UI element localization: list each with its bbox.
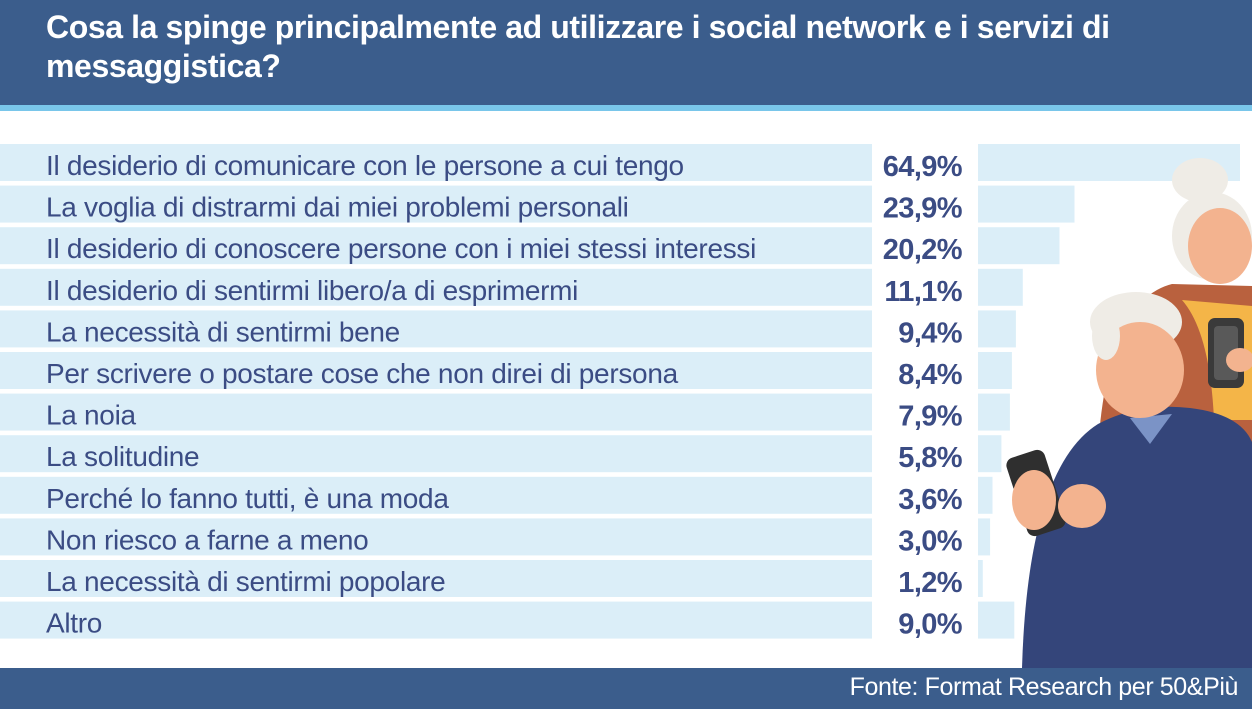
value-label: 9,0% [898, 609, 963, 641]
value-label: 1,2% [898, 567, 963, 599]
row-band [0, 601, 872, 639]
row-bands [0, 144, 872, 639]
value-label: 20,2% [883, 234, 963, 266]
bar [978, 352, 1012, 389]
bar [978, 476, 993, 514]
row-band [0, 268, 872, 306]
elderly-couple-illustration [1006, 158, 1252, 668]
category-label: Altro [46, 608, 102, 639]
row-band [0, 435, 872, 473]
chart-title: Cosa la spinge principalmente ad utilizz… [46, 9, 1110, 84]
bar [978, 518, 991, 556]
bar [978, 185, 1075, 223]
row-band [0, 352, 872, 389]
value-label: 8,4% [898, 359, 963, 391]
source-note: Fonte: Format Research per 50&Più [849, 673, 1239, 701]
category-label: Per scrivere o postare cose che non dire… [46, 358, 679, 389]
row-band [0, 476, 872, 514]
category-label: La necessità di sentirmi bene [46, 316, 400, 347]
row-band [0, 185, 872, 223]
value-label: 7,9% [898, 401, 963, 433]
bar [978, 393, 1010, 431]
value-label: 23,9% [883, 193, 963, 225]
value-label: 9,4% [898, 317, 963, 349]
row-band [0, 227, 872, 265]
bar [978, 310, 1016, 348]
row-band [0, 560, 872, 597]
bar [978, 601, 1015, 639]
category-label: Il desiderio di comunicare con le person… [46, 150, 684, 181]
category-label: La necessità di sentirmi popolare [46, 566, 445, 597]
row-band [0, 144, 872, 181]
row-band [0, 393, 872, 431]
category-label: La noia [46, 400, 136, 431]
value-label: 3,6% [898, 484, 963, 516]
category-label: Il desiderio di conoscere persone con i … [46, 233, 756, 264]
category-label: Perché lo fanno tutti, è una moda [46, 483, 449, 514]
footer-band: Fonte: Format Research per 50&Più [0, 668, 1252, 709]
category-label: Non riesco a farne a meno [46, 524, 368, 555]
value-labels: 64,9% 23,9% 20,2% 11,1% 9,4% 8,4% 7,9% 5,8% 3,6%… [883, 151, 964, 641]
value-label: 3,0% [898, 525, 963, 557]
bar [978, 560, 983, 597]
category-label: La solitudine [46, 441, 199, 472]
value-label: 11,1% [884, 276, 962, 308]
row-band [0, 518, 872, 556]
bar [978, 435, 1002, 473]
header-band: Cosa la spinge principalmente ad utilizz… [0, 0, 1252, 111]
bar [978, 268, 1023, 306]
category-label: La voglia di distrarmi dai miei problemi… [46, 192, 629, 223]
value-label: 5,8% [898, 442, 963, 474]
category-label: Il desiderio di sentirmi libero/a di esp… [46, 275, 578, 306]
category-labels: Il desiderio di comunicare con le person… [46, 150, 756, 639]
row-band [0, 310, 872, 348]
value-label: 64,9% [883, 151, 963, 183]
bar [978, 227, 1060, 265]
